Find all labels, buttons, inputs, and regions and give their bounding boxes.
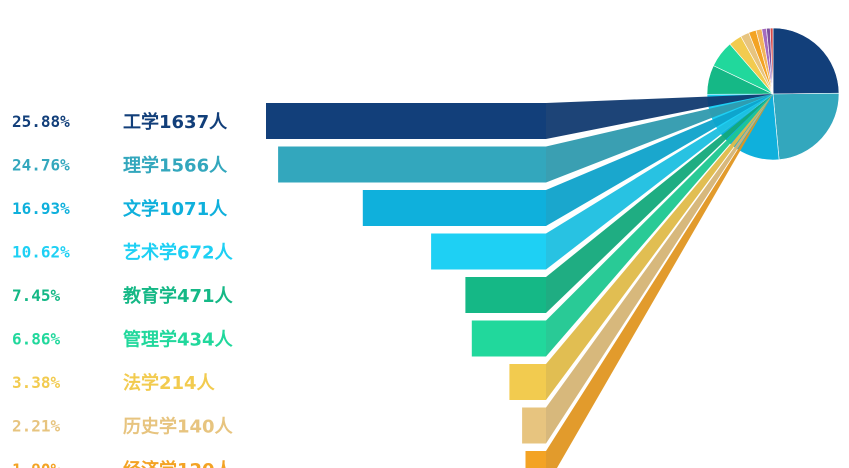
label-group: 25.88% 工学1637人 24.76% 理学1566人 16.93% 文学1071人 1… <box>12 111 234 468</box>
percent-label: 6.86% <box>12 330 61 349</box>
percent-label: 10.62% <box>12 243 70 262</box>
percent-label: 3.38% <box>12 373 61 392</box>
bar-教育学 <box>465 277 546 313</box>
bar-法学 <box>509 364 546 400</box>
percent-label: 25.88% <box>12 112 70 131</box>
connector-ray <box>546 94 773 357</box>
category-label: 理学1566人 <box>123 155 228 177</box>
connector-ray <box>546 94 773 226</box>
bar-工学 <box>266 103 546 139</box>
percent-label: 7.45% <box>12 286 61 305</box>
bar-艺术学 <box>431 233 546 270</box>
connector-ray <box>546 94 773 183</box>
connector-ray <box>546 94 773 468</box>
category-label: 历史学140人 <box>123 416 234 438</box>
pie-slice <box>769 27 774 95</box>
category-label: 管理学434人 <box>123 329 234 351</box>
pie-slice <box>772 92 840 161</box>
connector-ray <box>546 94 773 313</box>
pie-slice <box>772 27 840 95</box>
bar-group <box>266 103 546 468</box>
connector-ray <box>546 94 773 139</box>
percent-label: 1.90% <box>12 460 61 468</box>
percent-label: 2.21% <box>12 417 61 436</box>
category-label: 工学1637人 <box>123 111 228 133</box>
bar-理学 <box>278 146 546 183</box>
percent-label: 16.93% <box>12 199 70 218</box>
bar-管理学 <box>471 320 546 357</box>
bar-经济学 <box>525 451 546 468</box>
category-label: 法学214人 <box>123 372 216 394</box>
connector-ray <box>546 94 773 444</box>
category-label: 文学1071人 <box>123 198 228 220</box>
bar-历史学 <box>522 407 546 444</box>
connector-rays <box>546 94 773 468</box>
category-label: 教育学471人 <box>123 285 234 307</box>
connector-ray <box>546 94 773 270</box>
category-label: 艺术学672人 <box>123 242 234 264</box>
percent-label: 24.76% <box>12 156 70 175</box>
category-label: 经济学120人 <box>123 459 234 468</box>
bar-文学 <box>362 190 546 226</box>
connector-ray <box>546 94 773 400</box>
